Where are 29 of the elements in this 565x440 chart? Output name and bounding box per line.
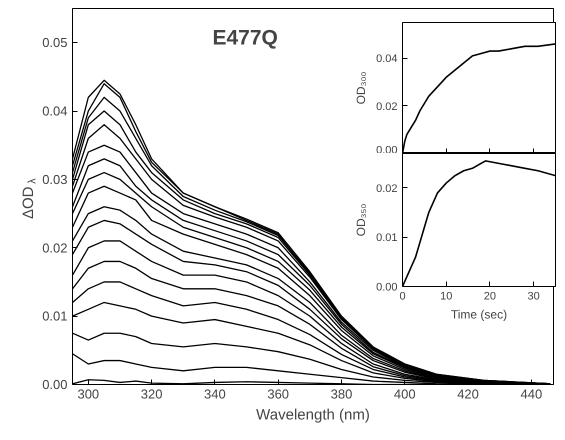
y-tick-label: 0.03	[42, 172, 68, 187]
y-tick-label: 0.04	[42, 104, 68, 119]
annotation: E477Q	[212, 26, 278, 50]
y-axis-title: OD₃₀₀	[354, 72, 368, 104]
x-tick-label: 320	[140, 386, 162, 402]
x-tick-label: 420	[457, 386, 479, 402]
y-tick-label: 0.04	[376, 53, 398, 66]
x-tick-label: 20	[484, 290, 496, 302]
x-tick-label: 30	[528, 290, 540, 302]
x-tick-label: 0	[399, 290, 406, 302]
x-tick-label: 340	[204, 386, 226, 402]
y-tick-label: 0.02	[376, 100, 398, 113]
y-tick-label: 0.00	[376, 282, 398, 294]
y-axis-title: ΔODλ	[20, 178, 38, 219]
y-tick-label: 0.00	[42, 377, 68, 392]
y-tick-label: 0.01	[376, 232, 398, 244]
x-tick-label: 400	[394, 386, 416, 402]
x-axis-title: Time (sec)	[450, 308, 508, 322]
y-tick-label: 0.01	[42, 308, 68, 324]
x-tick-label: 380	[330, 386, 352, 402]
x-tick-label: 440	[520, 386, 542, 402]
y-tick-label: 0.02	[376, 182, 398, 195]
x-axis-title: Wavelength (nm)	[256, 406, 370, 424]
x-tick-label: 360	[267, 386, 290, 402]
x-tick-label: 300	[77, 386, 100, 402]
x-tick-label: 10	[440, 290, 452, 302]
y-axis-title: OD₃₅₀	[354, 204, 368, 236]
y-tick-label: 0.02	[42, 240, 68, 256]
y-tick-label: 0.05	[42, 35, 68, 50]
